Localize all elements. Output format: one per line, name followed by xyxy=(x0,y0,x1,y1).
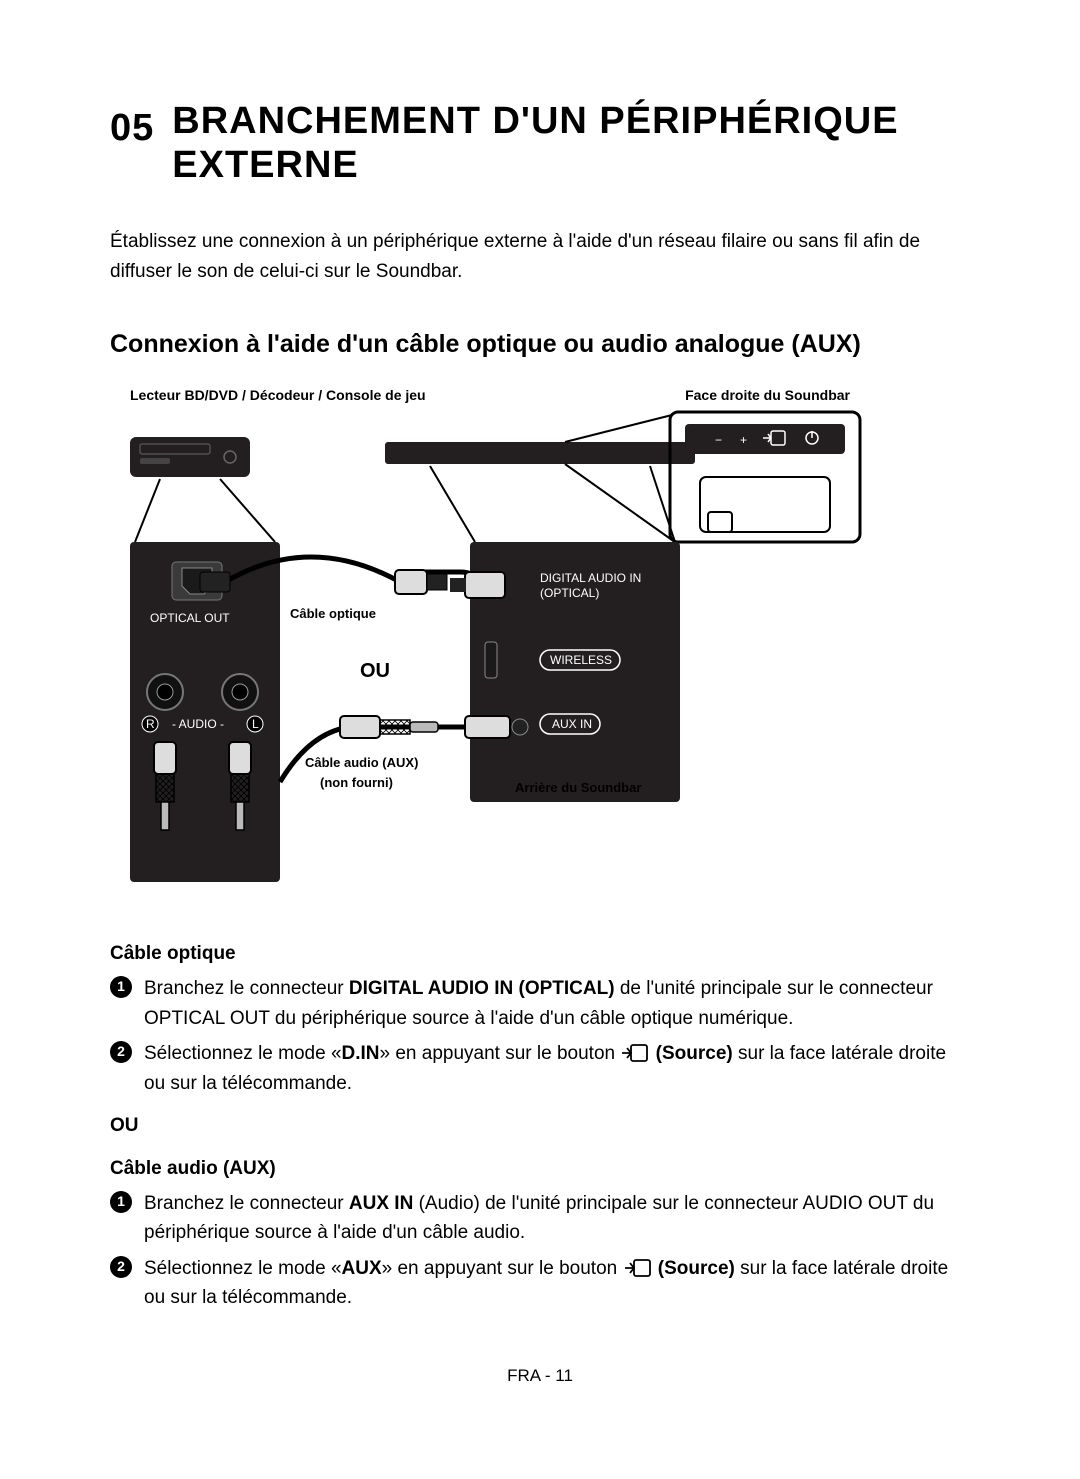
heading-aux: Câble audio (AUX) xyxy=(110,1155,970,1184)
steps-optical: 1 Branchez le connecteur DIGITAL AUDIO I… xyxy=(110,974,970,1098)
label-digital-in-1: DIGITAL AUDIO IN xyxy=(540,571,641,585)
label-aux-in: AUX IN xyxy=(552,717,592,731)
soundbar-top xyxy=(385,442,695,464)
steps-aux: 1 Branchez le connecteur AUX IN (Audio) … xyxy=(110,1189,970,1313)
minus-icon: − xyxy=(715,433,722,447)
chapter-number: 05 xyxy=(110,100,154,157)
label-right-side: Face droite du Soundbar xyxy=(685,387,850,403)
soundbar-right-side: − + xyxy=(670,412,860,542)
label-audio-l: L xyxy=(252,717,259,731)
source-icon xyxy=(622,1044,648,1062)
step-number-icon: 2 xyxy=(110,1256,132,1278)
heading-optical: Câble optique xyxy=(110,940,970,969)
label-wireless: WIRELESS xyxy=(550,653,612,667)
label-optical-cable: Câble optique xyxy=(290,606,376,621)
step-number-icon: 1 xyxy=(110,976,132,998)
chapter-heading: 05 BRANCHEMENT D'UN PÉRIPHÉRIQUE EXTERNE xyxy=(110,100,970,187)
label-digital-in-2: (OPTICAL) xyxy=(540,586,599,600)
connection-diagram: Lecteur BD/DVD / Décodeur / Console de j… xyxy=(110,382,970,910)
source-back-panel: OPTICAL OUT R - AUDIO - L xyxy=(130,542,280,882)
chapter-title: BRANCHEMENT D'UN PÉRIPHÉRIQUE EXTERNE xyxy=(172,100,970,187)
label-source-device: Lecteur BD/DVD / Décodeur / Console de j… xyxy=(130,387,426,403)
step-aux-2: 2 Sélectionnez le mode «AUX» en appuyant… xyxy=(110,1254,970,1313)
label-optical-out: OPTICAL OUT xyxy=(150,611,230,625)
plus-icon: + xyxy=(740,433,747,447)
label-audio-mid: - AUDIO - xyxy=(172,717,224,731)
label-aux-cable: Câble audio (AUX) xyxy=(305,755,418,770)
page-footer: FRA - 11 xyxy=(110,1363,970,1389)
step-number-icon: 2 xyxy=(110,1041,132,1063)
label-aux-cable-note: (non fourni) xyxy=(320,775,393,790)
intro-paragraph: Établissez une connexion à un périphériq… xyxy=(110,227,970,286)
section-title: Connexion à l'aide d'un câble optique ou… xyxy=(110,326,970,364)
step-optical-1: 1 Branchez le connecteur DIGITAL AUDIO I… xyxy=(110,974,970,1033)
label-rear: Arrière du Soundbar xyxy=(515,780,641,795)
label-audio-r: R xyxy=(146,717,155,731)
step-optical-2: 2 Sélectionnez le mode «D.IN» en appuyan… xyxy=(110,1039,970,1098)
step-number-icon: 1 xyxy=(110,1191,132,1213)
label-or: OU xyxy=(360,660,390,682)
step-aux-1: 1 Branchez le connecteur AUX IN (Audio) … xyxy=(110,1189,970,1248)
bd-dvd-player xyxy=(130,437,250,477)
heading-or: OU xyxy=(110,1112,970,1141)
source-icon xyxy=(625,1259,651,1277)
